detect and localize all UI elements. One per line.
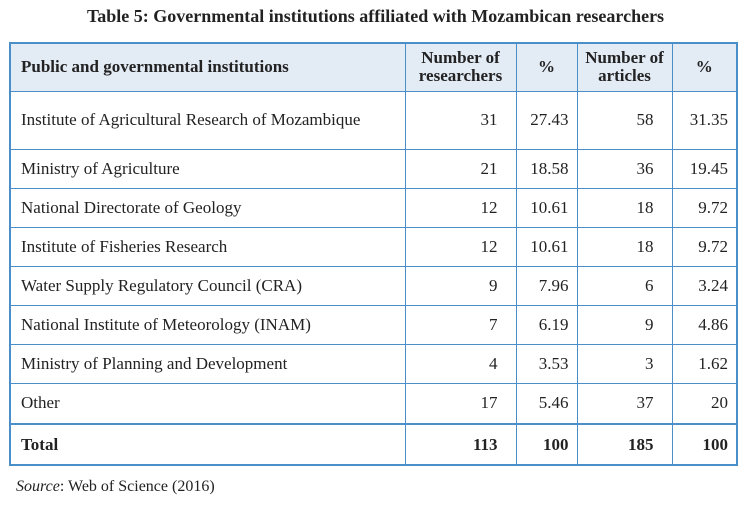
header-articles-line1: Number of — [585, 48, 664, 68]
cell-researchers: 17 — [404, 382, 517, 425]
cell-researchers: 9 — [404, 265, 517, 306]
source-note: Source: Web of Science (2016) — [16, 478, 215, 496]
total-pct-researchers: 100 — [515, 423, 578, 466]
cell-articles: 9 — [576, 304, 673, 345]
total-articles: 185 — [576, 423, 673, 466]
header-researchers-line1: Number of — [421, 48, 500, 68]
cell-institution: Ministry of Planning and Development — [9, 343, 406, 384]
cell-pct-researchers: 5.46 — [515, 382, 578, 425]
table-row: National Institute of Meteorology (INAM)… — [9, 304, 738, 345]
cell-researchers: 7 — [404, 304, 517, 345]
total-researchers: 113 — [404, 423, 517, 466]
header-researchers: Number of researchers — [404, 42, 517, 92]
cell-institution: National Institute of Meteorology (INAM) — [9, 304, 406, 345]
table-row: Other 17 5.46 37 20 — [9, 382, 738, 425]
cell-pct-researchers: 18.58 — [515, 148, 578, 189]
cell-institution: Institute of Fisheries Research — [9, 226, 406, 267]
header-articles: Number of articles — [576, 42, 673, 92]
cell-articles: 37 — [576, 382, 673, 425]
cell-institution: Water Supply Regulatory Council (CRA) — [9, 265, 406, 306]
table-row: Institute of Fisheries Research 12 10.61… — [9, 226, 738, 267]
table-row: Institute of Agricultural Research of Mo… — [9, 90, 738, 150]
header-articles-line2: articles — [598, 66, 651, 86]
cell-articles: 18 — [576, 226, 673, 267]
cell-researchers: 21 — [404, 148, 517, 189]
table-title: Table 5: Governmental institutions affil… — [86, 6, 665, 26]
cell-institution: National Directorate of Geology — [9, 187, 406, 228]
cell-articles: 58 — [576, 90, 673, 150]
total-row: Total 113 100 185 100 — [9, 423, 738, 466]
institutions-table: Public and governmental institutions Num… — [9, 42, 738, 466]
cell-pct-articles: 4.86 — [671, 304, 738, 345]
cell-articles: 3 — [576, 343, 673, 384]
cell-articles: 36 — [576, 148, 673, 189]
table-row: Water Supply Regulatory Council (CRA) 9 … — [9, 265, 738, 306]
cell-pct-researchers: 3.53 — [515, 343, 578, 384]
cell-pct-articles: 9.72 — [671, 187, 738, 228]
cell-pct-researchers: 7.96 — [515, 265, 578, 306]
table-header-row: Public and governmental institutions Num… — [9, 42, 738, 92]
table-row: Ministry of Planning and Development 4 3… — [9, 343, 738, 384]
source-text: : Web of Science (2016) — [59, 478, 215, 495]
header-pct-articles: % — [671, 42, 738, 92]
cell-pct-articles: 3.24 — [671, 265, 738, 306]
cell-researchers: 31 — [404, 90, 517, 150]
header-pct-researchers: % — [515, 42, 578, 92]
source-label: Source — [16, 478, 60, 495]
cell-pct-researchers: 10.61 — [515, 187, 578, 228]
header-institution: Public and governmental institutions — [9, 42, 406, 92]
total-pct-articles: 100 — [671, 423, 738, 466]
cell-institution: Other — [9, 382, 406, 425]
cell-pct-researchers: 27.43 — [515, 90, 578, 150]
cell-articles: 18 — [576, 187, 673, 228]
cell-institution: Ministry of Agriculture — [9, 148, 406, 189]
table-row: Ministry of Agriculture 21 18.58 36 19.4… — [9, 148, 738, 189]
table-row: National Directorate of Geology 12 10.61… — [9, 187, 738, 228]
header-researchers-line2: researchers — [418, 66, 503, 86]
cell-pct-researchers: 10.61 — [515, 226, 578, 267]
cell-pct-articles: 31.35 — [671, 90, 738, 150]
cell-pct-articles: 19.45 — [671, 148, 738, 189]
cell-institution: Institute of Agricultural Research of Mo… — [9, 90, 406, 150]
cell-researchers: 12 — [404, 187, 517, 228]
total-label: Total — [9, 423, 406, 466]
cell-pct-articles: 1.62 — [671, 343, 738, 384]
cell-researchers: 4 — [404, 343, 517, 384]
cell-pct-articles: 9.72 — [671, 226, 738, 267]
cell-pct-researchers: 6.19 — [515, 304, 578, 345]
cell-researchers: 12 — [404, 226, 517, 267]
cell-articles: 6 — [576, 265, 673, 306]
cell-pct-articles: 20 — [671, 382, 738, 425]
